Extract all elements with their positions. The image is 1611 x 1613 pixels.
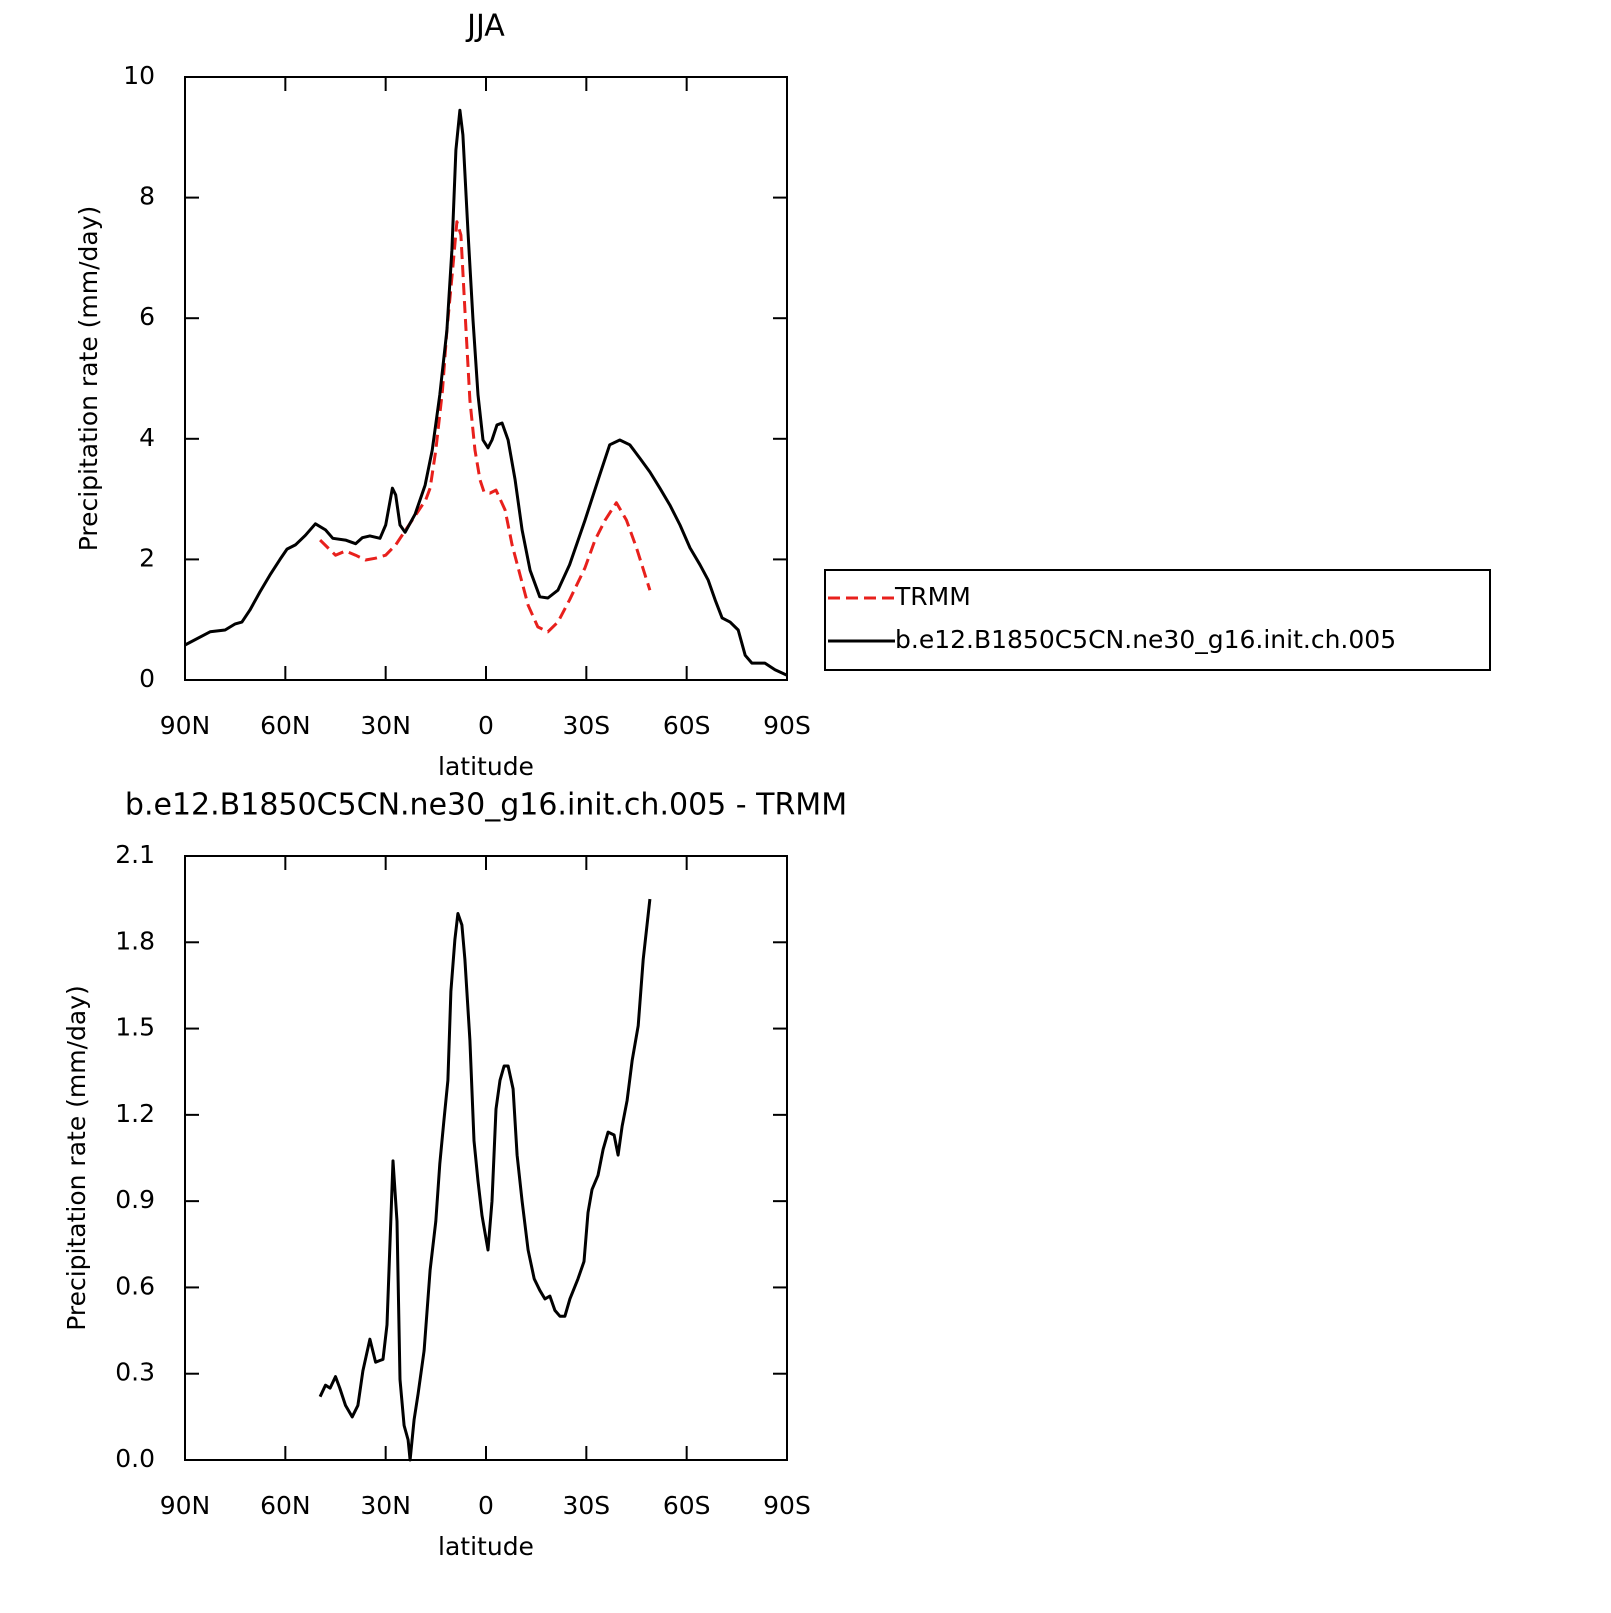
y-tick-label: 4: [139, 423, 155, 452]
y-axis-label: Precipitation rate (mm/day): [62, 985, 91, 1331]
x-tick-label: 60N: [260, 711, 311, 740]
x-tick-label: 60N: [260, 1491, 311, 1520]
x-tick-label: 30N: [360, 711, 411, 740]
y-tick-label: 0: [139, 664, 155, 693]
y-tick-label: 0.3: [115, 1358, 155, 1387]
x-tick-label: 60S: [663, 711, 711, 740]
x-tick-label: 30N: [360, 1491, 411, 1520]
chart-title: b.e12.B1850C5CN.ne30_g16.init.ch.005 - T…: [125, 788, 847, 823]
x-axis-label: latitude: [438, 1532, 534, 1561]
x-tick-label: 0: [478, 711, 494, 740]
y-tick-label: 1.8: [115, 926, 155, 955]
plot-frame: [184, 76, 788, 681]
data-line: [318, 898, 652, 1462]
y-tick-label: 1.5: [115, 1013, 155, 1042]
y-tick-label: 2.1: [115, 840, 155, 869]
y-axis-label: Precipitation rate (mm/day): [74, 206, 103, 552]
y-tick-label: 8: [139, 182, 155, 211]
data-line: [319, 220, 652, 634]
legend-box: [824, 569, 1491, 671]
chart-title: JJA: [465, 9, 505, 44]
data-line: [184, 108, 788, 677]
x-tick-label: 90S: [763, 1491, 811, 1520]
y-tick-label: 6: [139, 302, 155, 331]
x-tick-label: 90N: [160, 1491, 211, 1520]
y-tick-label: 0.0: [115, 1444, 155, 1473]
x-tick-label: 90N: [160, 711, 211, 740]
x-axis-label: latitude: [438, 752, 534, 781]
plot-frame: [184, 855, 788, 1461]
legend-label: TRMM: [894, 582, 971, 611]
x-tick-label: 0: [478, 1491, 494, 1520]
y-tick-label: 0.6: [115, 1271, 155, 1300]
legend-label: b.e12.B1850C5CN.ne30_g16.init.ch.005: [895, 625, 1396, 654]
y-tick-label: 1.2: [115, 1099, 155, 1128]
y-tick-label: 10: [123, 61, 155, 90]
y-tick-label: 0.9: [115, 1185, 155, 1214]
x-tick-label: 60S: [663, 1491, 711, 1520]
x-tick-label: 30S: [562, 711, 610, 740]
x-tick-label: 90S: [763, 711, 811, 740]
y-tick-label: 2: [139, 543, 155, 572]
x-tick-label: 30S: [562, 1491, 610, 1520]
